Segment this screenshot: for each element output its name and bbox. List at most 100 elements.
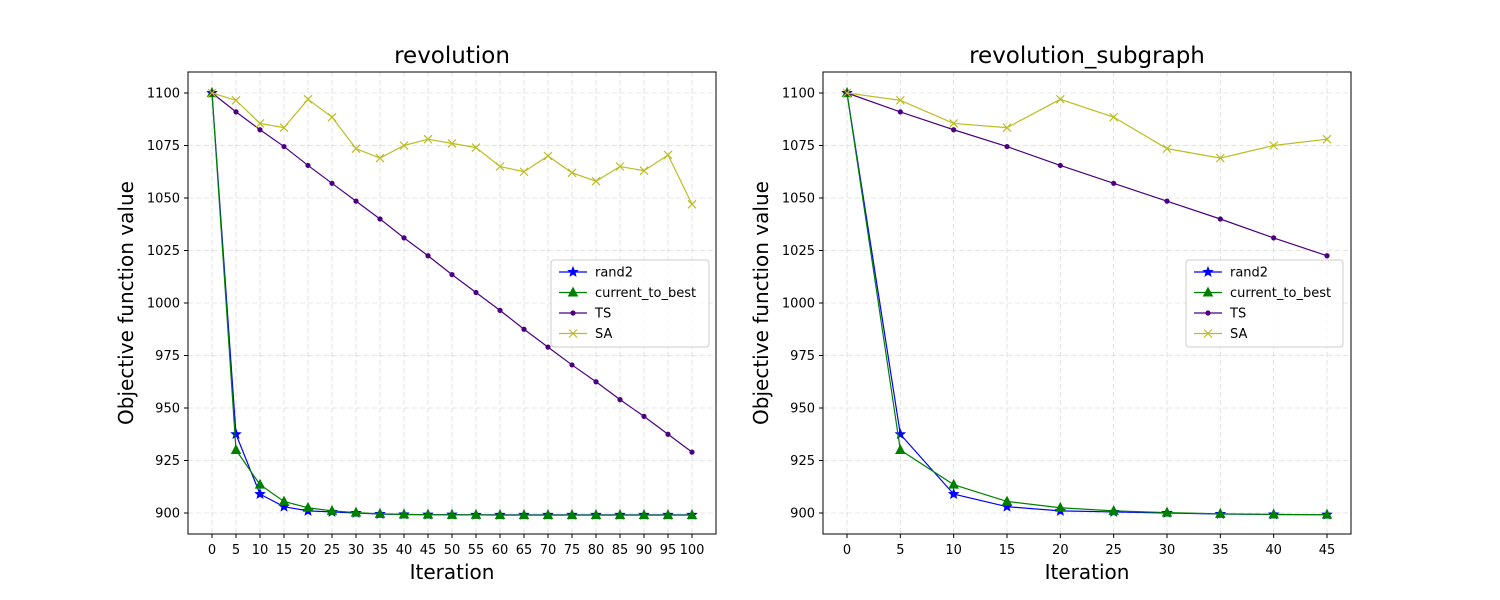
x-tick-label: 95 <box>660 543 677 558</box>
data-point-dot-marker <box>329 180 335 186</box>
chart-panel-1: 0 5 10 15 20 25 30 35 40 45 50 55 60 65 70 75 80 85 90 95 10… <box>114 43 717 584</box>
legend: rand2 current_to_best TS SA <box>1185 259 1344 348</box>
data-point-x-marker <box>543 151 553 161</box>
legend-label: SA <box>595 327 612 342</box>
data-point-star-marker <box>254 488 266 500</box>
x-tick-label: 35 <box>372 543 389 558</box>
legend-label: SA <box>1230 327 1247 342</box>
data-point-x-marker <box>399 141 409 150</box>
data-point-triangle-marker <box>686 509 698 520</box>
data-point-x-marker <box>279 123 289 133</box>
data-point-dot-marker <box>1164 198 1170 204</box>
data-point-x-marker <box>1269 141 1279 150</box>
data-point-dot-marker <box>665 431 671 437</box>
legend-label: TS <box>594 307 611 322</box>
x-tick-label: 35 <box>1212 543 1229 558</box>
data-point-dot-marker <box>281 143 287 150</box>
data-point-dot-marker <box>521 326 527 332</box>
y-tick-label: 975 <box>790 349 815 364</box>
data-point-dot-marker <box>233 109 239 115</box>
data-point-triangle-marker <box>518 509 530 520</box>
x-tick-label: 40 <box>396 543 413 558</box>
x-tick-label: 15 <box>999 543 1016 558</box>
data-point-x-marker <box>591 176 601 186</box>
x-tick-label: 25 <box>1105 543 1122 558</box>
data-point-triangle-marker <box>1268 508 1279 519</box>
legend-label: current_to_best <box>595 286 696 301</box>
data-point-triangle-marker <box>590 509 602 520</box>
series-TS <box>209 90 695 455</box>
y-tick-label: 1000 <box>147 297 180 312</box>
x-tick-label: 80 <box>588 543 605 558</box>
x-tick-label: 0 <box>208 543 216 558</box>
data-point-x-marker <box>303 94 313 104</box>
y-tick-label: 1075 <box>147 139 180 154</box>
data-point-dot-marker <box>1004 143 1010 150</box>
y-tick-label: 925 <box>790 454 815 469</box>
data-point-x-marker <box>1162 144 1172 154</box>
data-point-triangle-marker <box>350 506 362 517</box>
data-point-triangle-marker <box>422 508 434 519</box>
x-tick-label: 90 <box>636 543 653 558</box>
x-tick-label: 10 <box>945 543 962 558</box>
x-tick-label: 15 <box>276 543 293 558</box>
x-tick-label: 25 <box>324 543 341 558</box>
chart-panel-2: 0 5 10 15 20 25 30 35 40 45 900 925 950 975 1000 1025 10… <box>749 43 1352 584</box>
series-SA <box>842 88 1332 163</box>
data-point-x-marker <box>1215 153 1225 163</box>
legend-label: rand2 <box>595 266 633 281</box>
legend-dot-marker <box>570 310 576 316</box>
data-point-x-marker <box>255 119 265 128</box>
data-point-dot-marker <box>689 449 695 455</box>
y-tick-label: 925 <box>155 454 180 469</box>
data-point-x-marker <box>375 153 385 163</box>
data-point-triangle-marker <box>895 444 906 455</box>
y-tick-label: 1050 <box>782 192 815 207</box>
y-tick-label: 950 <box>155 402 180 417</box>
data-point-triangle-marker <box>1055 501 1066 512</box>
data-point-triangle-marker <box>230 444 242 455</box>
legend: rand2 current_to_best TS SA <box>550 259 710 348</box>
data-point-triangle-marker <box>948 478 959 489</box>
x-tick-label: 45 <box>420 543 437 558</box>
legend-star-marker <box>1202 265 1214 277</box>
y-tick-label: 1025 <box>782 244 815 259</box>
series-current_to_best <box>841 87 1333 519</box>
x-tick-label: 75 <box>564 543 581 558</box>
data-point-dot-marker <box>617 397 623 403</box>
legend-entry-rand2: rand2 <box>559 266 633 281</box>
data-point-x-marker <box>471 143 481 153</box>
x-tick-label: 100 <box>680 543 705 558</box>
legend-triangle-marker <box>567 286 579 297</box>
data-point-dot-marker <box>569 362 575 368</box>
x-axis-label: Iteration <box>410 560 495 584</box>
data-point-triangle-marker <box>1321 508 1333 519</box>
legend-entry-TS: TS <box>559 307 611 322</box>
data-point-dot-marker <box>1217 216 1223 222</box>
y-tick-label: 1025 <box>147 244 180 259</box>
series-line-SA <box>846 92 1328 159</box>
x-tick-label: 5 <box>896 543 904 558</box>
data-point-dot-marker <box>897 109 903 115</box>
data-point-dot-marker <box>425 253 431 259</box>
data-point-dot-marker <box>473 289 479 296</box>
data-point-x-marker <box>663 150 673 160</box>
series-line-current_to_best <box>846 92 1328 516</box>
y-tick-label: 1075 <box>782 139 815 154</box>
chart-title: revolution <box>394 43 510 69</box>
data-point-triangle-marker <box>638 509 650 520</box>
data-point-x-marker <box>895 95 905 105</box>
legend-entry-TS: TS <box>1194 307 1246 322</box>
data-point-dot-marker <box>377 216 383 222</box>
series-line-TS <box>846 92 1328 257</box>
data-point-x-marker <box>1055 94 1065 104</box>
data-point-x-marker <box>1002 123 1012 133</box>
series-current_to_best <box>206 87 698 520</box>
data-point-star-marker <box>230 428 242 440</box>
data-point-triangle-marker <box>1108 505 1119 515</box>
x-tick-label: 10 <box>252 543 269 558</box>
legend-dot-marker <box>1205 310 1211 316</box>
data-point-x-marker <box>1322 134 1332 144</box>
data-point-dot-marker <box>951 127 957 133</box>
